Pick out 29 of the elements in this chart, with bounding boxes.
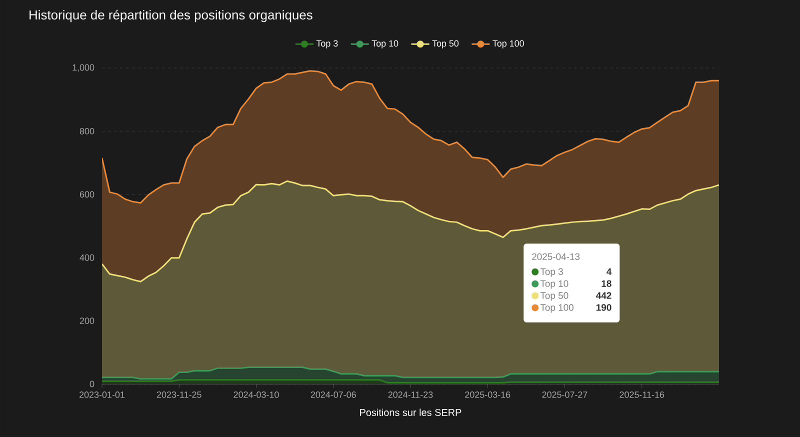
text: Top 50 xyxy=(432,40,459,48)
y-tick-label: 800 xyxy=(80,128,94,134)
y-tick-label: 0 xyxy=(90,380,94,388)
text: Top 100 xyxy=(540,304,574,313)
annotation: 190 xyxy=(596,304,612,311)
y-tick-label: 200 xyxy=(80,318,94,324)
y-tick-label: 1,000 xyxy=(72,64,94,72)
text: Top 10 xyxy=(372,40,398,48)
annotation: 2025-04-13 xyxy=(532,253,580,260)
x-tick-label: 2024-03-10 xyxy=(234,392,279,398)
x-tick-label: 2023-11-25 xyxy=(156,392,202,398)
text: Top 3 xyxy=(316,40,338,48)
annotation: 18 xyxy=(602,280,612,287)
x-tick-label: 2024-11-23 xyxy=(388,392,433,398)
annotation: 4 xyxy=(606,268,612,275)
y-tick-label: 400 xyxy=(80,254,94,261)
chart-title: Historique de répartition des positions organiques xyxy=(30,10,312,22)
legend-label: Top 100 xyxy=(492,40,524,48)
x-tick-label: 2025-11-16 xyxy=(620,392,664,398)
x-axis-title: Positions sur les SERP xyxy=(360,408,462,416)
legend-label: Top 50 xyxy=(540,292,568,301)
annotation: 442 xyxy=(596,292,612,299)
legend-label: Top 10 xyxy=(540,280,568,289)
x-tick-label: 2023-01-01 xyxy=(80,392,124,398)
legend-label: Top 3 xyxy=(540,268,563,277)
y-tick-label: 600 xyxy=(80,191,94,198)
x-tick-label: 2025-07-27 xyxy=(542,392,588,398)
x-tick-label: 2024-07-06 xyxy=(310,392,356,398)
x-tick-label: 2025-03-16 xyxy=(465,392,510,398)
